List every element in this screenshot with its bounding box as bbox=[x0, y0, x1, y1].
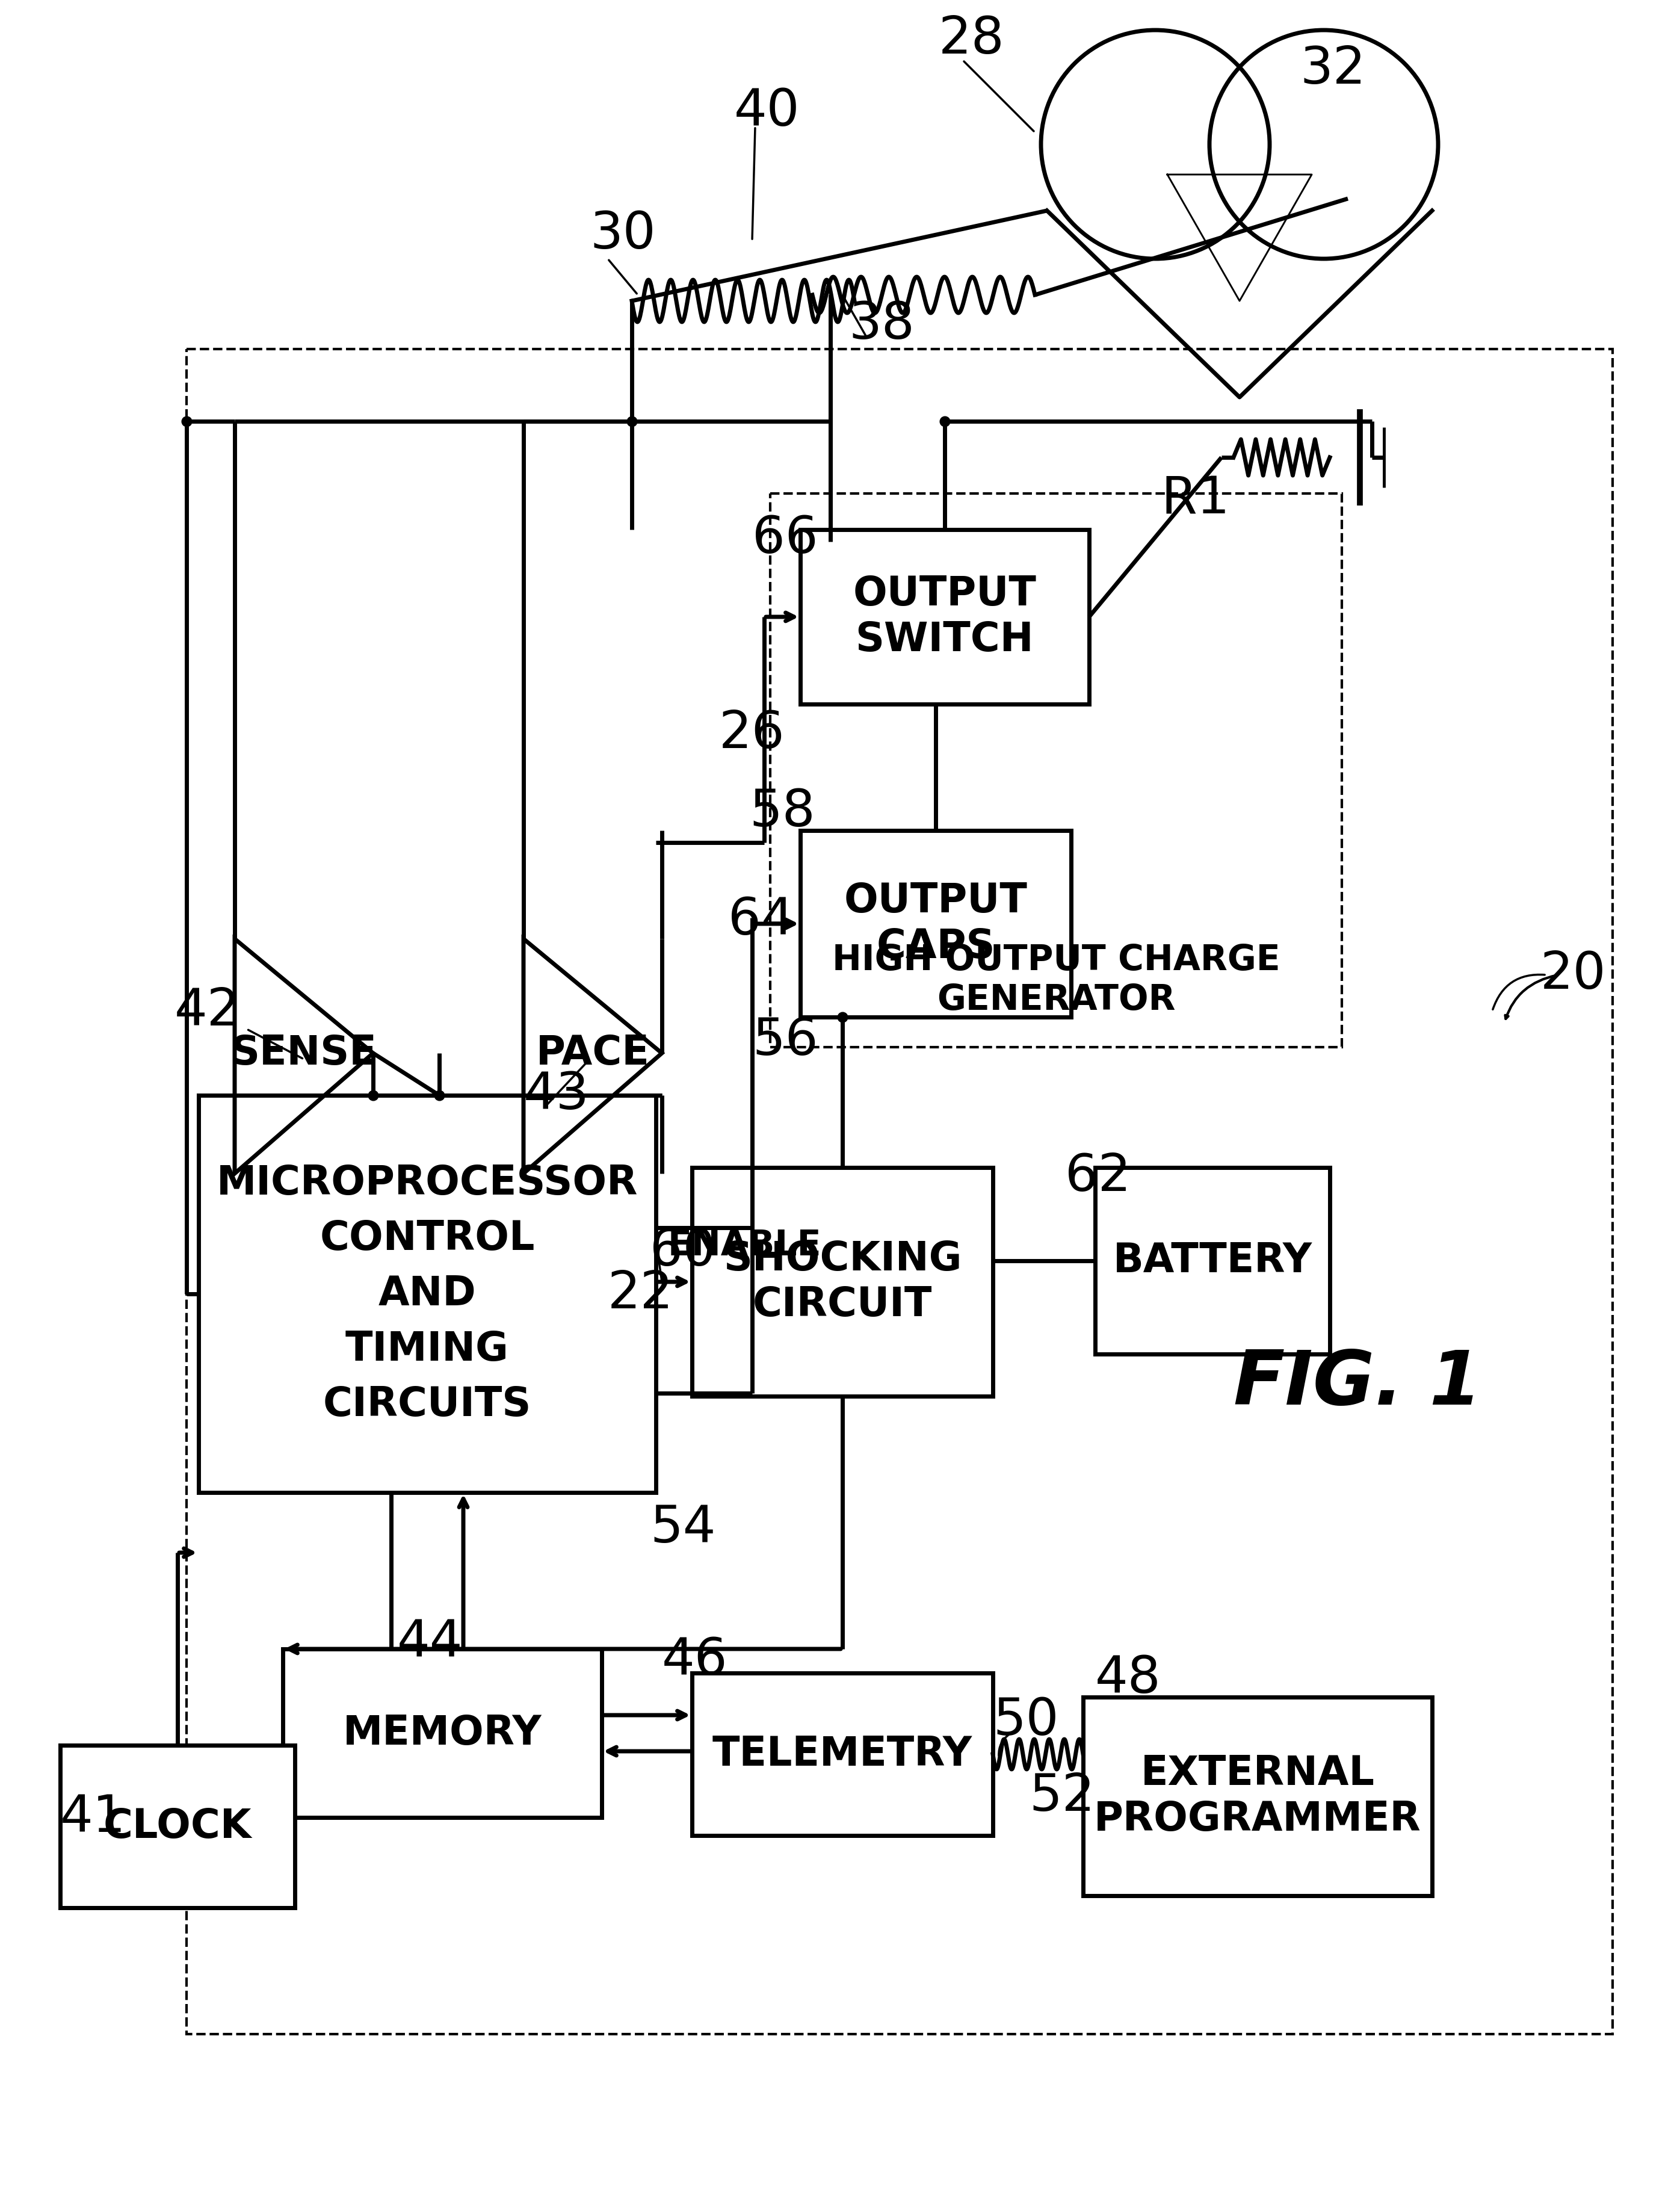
Bar bbox=[282, 1649, 601, 1816]
Bar bbox=[60, 1746, 296, 1909]
Text: FIG. 1: FIG. 1 bbox=[1233, 1348, 1482, 1421]
Text: 46: 46 bbox=[662, 1636, 727, 1687]
Bar bbox=[800, 530, 1089, 704]
Text: TELEMETRY: TELEMETRY bbox=[712, 1735, 973, 1775]
Text: R1: R1 bbox=[1161, 475, 1230, 526]
Text: 56: 56 bbox=[753, 1016, 818, 1067]
Bar bbox=[692, 1673, 993, 1836]
Text: OUTPUT
SWITCH: OUTPUT SWITCH bbox=[853, 574, 1037, 660]
Text: BATTERY: BATTERY bbox=[1112, 1240, 1312, 1280]
Bar bbox=[800, 831, 1072, 1018]
Text: SENSE: SENSE bbox=[230, 1034, 376, 1073]
Text: 64: 64 bbox=[727, 895, 795, 946]
Text: PACE: PACE bbox=[536, 1034, 650, 1073]
Text: CLOCK: CLOCK bbox=[104, 1808, 252, 1847]
Text: 38: 38 bbox=[848, 299, 914, 350]
Bar bbox=[692, 1168, 993, 1396]
Text: 66: 66 bbox=[753, 515, 818, 563]
Bar bbox=[198, 1095, 655, 1493]
Bar bbox=[186, 350, 1613, 2034]
Text: 50: 50 bbox=[993, 1695, 1058, 1746]
Bar bbox=[769, 493, 1342, 1047]
Bar bbox=[1095, 1168, 1331, 1355]
Text: MEMORY: MEMORY bbox=[343, 1713, 541, 1753]
Text: 20: 20 bbox=[1541, 950, 1606, 1001]
Text: 58: 58 bbox=[749, 787, 815, 838]
Text: 30: 30 bbox=[590, 209, 655, 259]
Text: MICROPROCESSOR
CONTROL
AND
TIMING
CIRCUITS: MICROPROCESSOR CONTROL AND TIMING CIRCUI… bbox=[217, 1163, 638, 1425]
Text: 42: 42 bbox=[175, 985, 240, 1036]
Text: 54: 54 bbox=[650, 1504, 716, 1552]
Text: 52: 52 bbox=[1028, 1772, 1095, 1821]
Text: 28: 28 bbox=[939, 13, 1005, 64]
Text: EXTERNAL
PROGRAMMER: EXTERNAL PROGRAMMER bbox=[1094, 1753, 1421, 1838]
Text: 22: 22 bbox=[608, 1269, 674, 1319]
Text: 41: 41 bbox=[60, 1792, 126, 1843]
Text: OUTPUT
CAPS: OUTPUT CAPS bbox=[843, 882, 1028, 968]
Text: HIGH OUTPUT CHARGE
GENERATOR: HIGH OUTPUT CHARGE GENERATOR bbox=[832, 943, 1280, 1018]
Text: 62: 62 bbox=[1065, 1152, 1131, 1201]
Text: ENABLE: ENABLE bbox=[669, 1229, 822, 1262]
Text: SHOCKING
CIRCUIT: SHOCKING CIRCUIT bbox=[722, 1238, 961, 1324]
Text: 44: 44 bbox=[396, 1618, 464, 1667]
Text: 60: 60 bbox=[650, 1227, 716, 1278]
Text: 43: 43 bbox=[524, 1071, 590, 1119]
Text: 26: 26 bbox=[719, 710, 785, 759]
Bar bbox=[1084, 1698, 1431, 1896]
Text: 32: 32 bbox=[1300, 44, 1366, 95]
Text: 48: 48 bbox=[1095, 1654, 1161, 1704]
Text: 40: 40 bbox=[734, 86, 800, 136]
